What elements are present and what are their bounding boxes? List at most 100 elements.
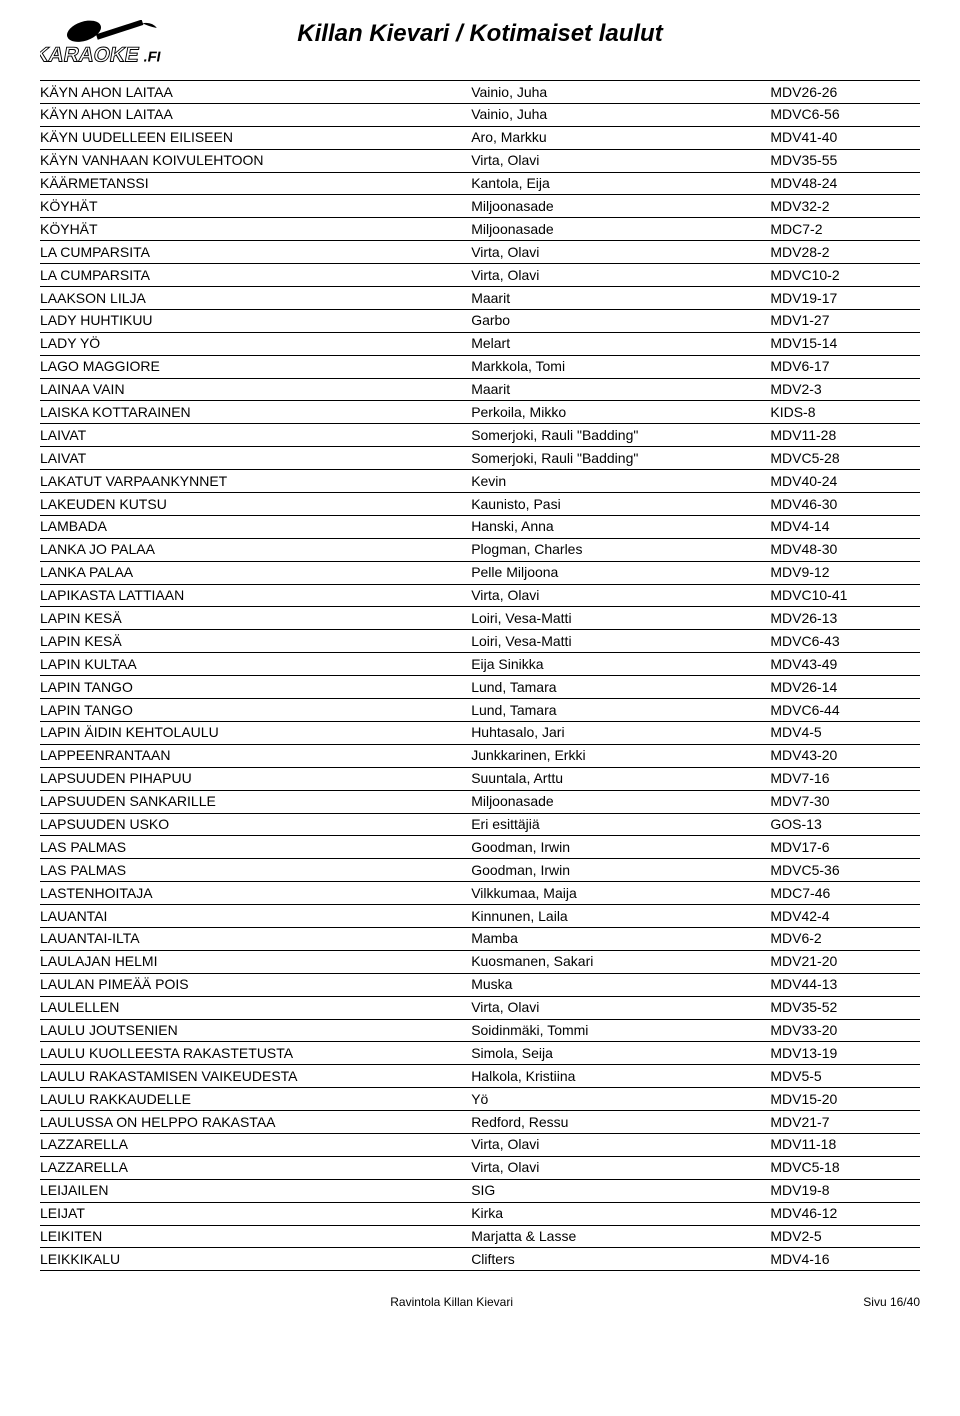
cell-song: LAULELLEN	[40, 996, 471, 1019]
cell-code: MDV13-19	[770, 1042, 920, 1065]
cell-artist: Goodman, Irwin	[471, 859, 770, 882]
cell-code: MDV33-20	[770, 1019, 920, 1042]
cell-song: LAS PALMAS	[40, 859, 471, 882]
cell-code: MDVC5-28	[770, 447, 920, 470]
table-row: LAPIKASTA LATTIAANVirta, OlaviMDVC10-41	[40, 584, 920, 607]
cell-song: KÖYHÄT	[40, 218, 471, 241]
cell-artist: Virta, Olavi	[471, 241, 770, 264]
cell-song: LAULAJAN HELMI	[40, 950, 471, 973]
table-row: LAULAN PIMEÄÄ POISMuskaMDV44-13	[40, 973, 920, 996]
cell-artist: Soidinmäki, Tommi	[471, 1019, 770, 1042]
cell-artist: Lund, Tamara	[471, 699, 770, 722]
table-row: KÄYN UUDELLEEN EILISEENAro, MarkkuMDV41-…	[40, 126, 920, 149]
cell-artist: Kantola, Eija	[471, 172, 770, 195]
cell-code: MDV15-14	[770, 332, 920, 355]
cell-song: LAKATUT VARPAANKYNNET	[40, 470, 471, 493]
cell-song: KÄYN AHON LAITAA	[40, 103, 471, 126]
cell-code: MDV7-30	[770, 790, 920, 813]
cell-code: MDV1-27	[770, 309, 920, 332]
cell-artist: Miljoonasade	[471, 195, 770, 218]
cell-song: LAPIN TANGO	[40, 699, 471, 722]
cell-artist: Pelle Miljoona	[471, 561, 770, 584]
table-row: LEIJAILENSIGMDV19-8	[40, 1179, 920, 1202]
table-row: KÄYN VANHAAN KOIVULEHTOONVirta, OlaviMDV…	[40, 149, 920, 172]
cell-song: LAPSUUDEN USKO	[40, 813, 471, 836]
table-row: LA CUMPARSITAVirta, OlaviMDV28-2	[40, 241, 920, 264]
cell-code: GOS-13	[770, 813, 920, 836]
table-row: LADY HUHTIKUUGarboMDV1-27	[40, 309, 920, 332]
table-row: KÄYN AHON LAITAAVainio, JuhaMDVC6-56	[40, 103, 920, 126]
cell-code: MDV15-20	[770, 1088, 920, 1111]
cell-song: LAULUSSA ON HELPPO RAKASTAA	[40, 1111, 471, 1134]
cell-code: MDV4-16	[770, 1248, 920, 1271]
table-row: LAPIN TANGOLund, TamaraMDVC6-44	[40, 699, 920, 722]
table-row: KÄÄRMETANSSIKantola, EijaMDV48-24	[40, 172, 920, 195]
cell-song: LAPIN KULTAA	[40, 653, 471, 676]
table-row: LAULU RAKKAUDELLEYöMDV15-20	[40, 1088, 920, 1111]
cell-code: MDV9-12	[770, 561, 920, 584]
table-row: LA CUMPARSITAVirta, OlaviMDVC10-2	[40, 264, 920, 287]
cell-song: KÄÄRMETANSSI	[40, 172, 471, 195]
cell-song: LEIJAILEN	[40, 1179, 471, 1202]
cell-code: MDV35-55	[770, 149, 920, 172]
table-row: KÖYHÄTMiljoonasadeMDV32-2	[40, 195, 920, 218]
page-footer: Ravintola Killan Kievari Sivu 16/40	[40, 1295, 920, 1309]
table-row: LAPIN TANGOLund, TamaraMDV26-14	[40, 676, 920, 699]
cell-artist: Halkola, Kristiina	[471, 1065, 770, 1088]
cell-artist: Miljoonasade	[471, 218, 770, 241]
table-row: LADY YÖMelartMDV15-14	[40, 332, 920, 355]
cell-artist: Clifters	[471, 1248, 770, 1271]
cell-artist: Kirka	[471, 1202, 770, 1225]
page-title: Killan Kievari / Kotimaiset laulut	[200, 20, 920, 48]
table-row: LAPIN KULTAAEija SinikkaMDV43-49	[40, 653, 920, 676]
table-row: KÖYHÄTMiljoonasadeMDC7-2	[40, 218, 920, 241]
cell-artist: Miljoonasade	[471, 790, 770, 813]
cell-artist: Hanski, Anna	[471, 515, 770, 538]
cell-code: MDV6-17	[770, 355, 920, 378]
cell-song: LAUANTAI-ILTA	[40, 927, 471, 950]
cell-code: MDVC6-44	[770, 699, 920, 722]
cell-code: MDV42-4	[770, 905, 920, 928]
cell-code: KIDS-8	[770, 401, 920, 424]
cell-code: MDVC10-41	[770, 584, 920, 607]
cell-code: MDC7-2	[770, 218, 920, 241]
cell-code: MDV26-26	[770, 81, 920, 104]
cell-artist: Lund, Tamara	[471, 676, 770, 699]
table-row: LAPIN ÄIDIN KEHTOLAULUHuhtasalo, JariMDV…	[40, 721, 920, 744]
cell-song: LEIKITEN	[40, 1225, 471, 1248]
table-row: LAULU JOUTSENIENSoidinmäki, TommiMDV33-2…	[40, 1019, 920, 1042]
cell-code: MDV7-16	[770, 767, 920, 790]
table-row: LAISKA KOTTARAINENPerkoila, MikkoKIDS-8	[40, 401, 920, 424]
cell-code: MDV21-20	[770, 950, 920, 973]
cell-song: LA CUMPARSITA	[40, 264, 471, 287]
cell-artist: Melart	[471, 332, 770, 355]
cell-song: LAS PALMAS	[40, 836, 471, 859]
cell-artist: Virta, Olavi	[471, 996, 770, 1019]
cell-song: LAGO MAGGIORE	[40, 355, 471, 378]
cell-song: LAULU JOUTSENIEN	[40, 1019, 471, 1042]
cell-artist: Somerjoki, Rauli "Badding"	[471, 424, 770, 447]
cell-code: MDV48-24	[770, 172, 920, 195]
cell-song: LAZZARELLA	[40, 1156, 471, 1179]
cell-artist: Vainio, Juha	[471, 103, 770, 126]
cell-song: LAIVAT	[40, 447, 471, 470]
cell-song: LAIVAT	[40, 424, 471, 447]
cell-song: LADY HUHTIKUU	[40, 309, 471, 332]
cell-song: LANKA JO PALAA	[40, 538, 471, 561]
cell-artist: Eija Sinikka	[471, 653, 770, 676]
table-row: LAULELLENVirta, OlaviMDV35-52	[40, 996, 920, 1019]
svg-text:.FI: .FI	[142, 50, 162, 66]
cell-code: MDV19-17	[770, 287, 920, 310]
cell-song: LAINAA VAIN	[40, 378, 471, 401]
cell-artist: Loiri, Vesa-Matti	[471, 607, 770, 630]
cell-song: LAULAN PIMEÄÄ POIS	[40, 973, 471, 996]
table-row: LAKEUDEN KUTSUKaunisto, PasiMDV46-30	[40, 493, 920, 516]
cell-song: LAPIKASTA LATTIAAN	[40, 584, 471, 607]
cell-code: MDVC5-18	[770, 1156, 920, 1179]
cell-artist: Aro, Markku	[471, 126, 770, 149]
table-row: LAULUSSA ON HELPPO RAKASTAARedford, Ress…	[40, 1111, 920, 1134]
cell-artist: Kevin	[471, 470, 770, 493]
table-row: LASTENHOITAJAVilkkumaa, MaijaMDC7-46	[40, 882, 920, 905]
cell-song: LAMBADA	[40, 515, 471, 538]
cell-code: MDV6-2	[770, 927, 920, 950]
